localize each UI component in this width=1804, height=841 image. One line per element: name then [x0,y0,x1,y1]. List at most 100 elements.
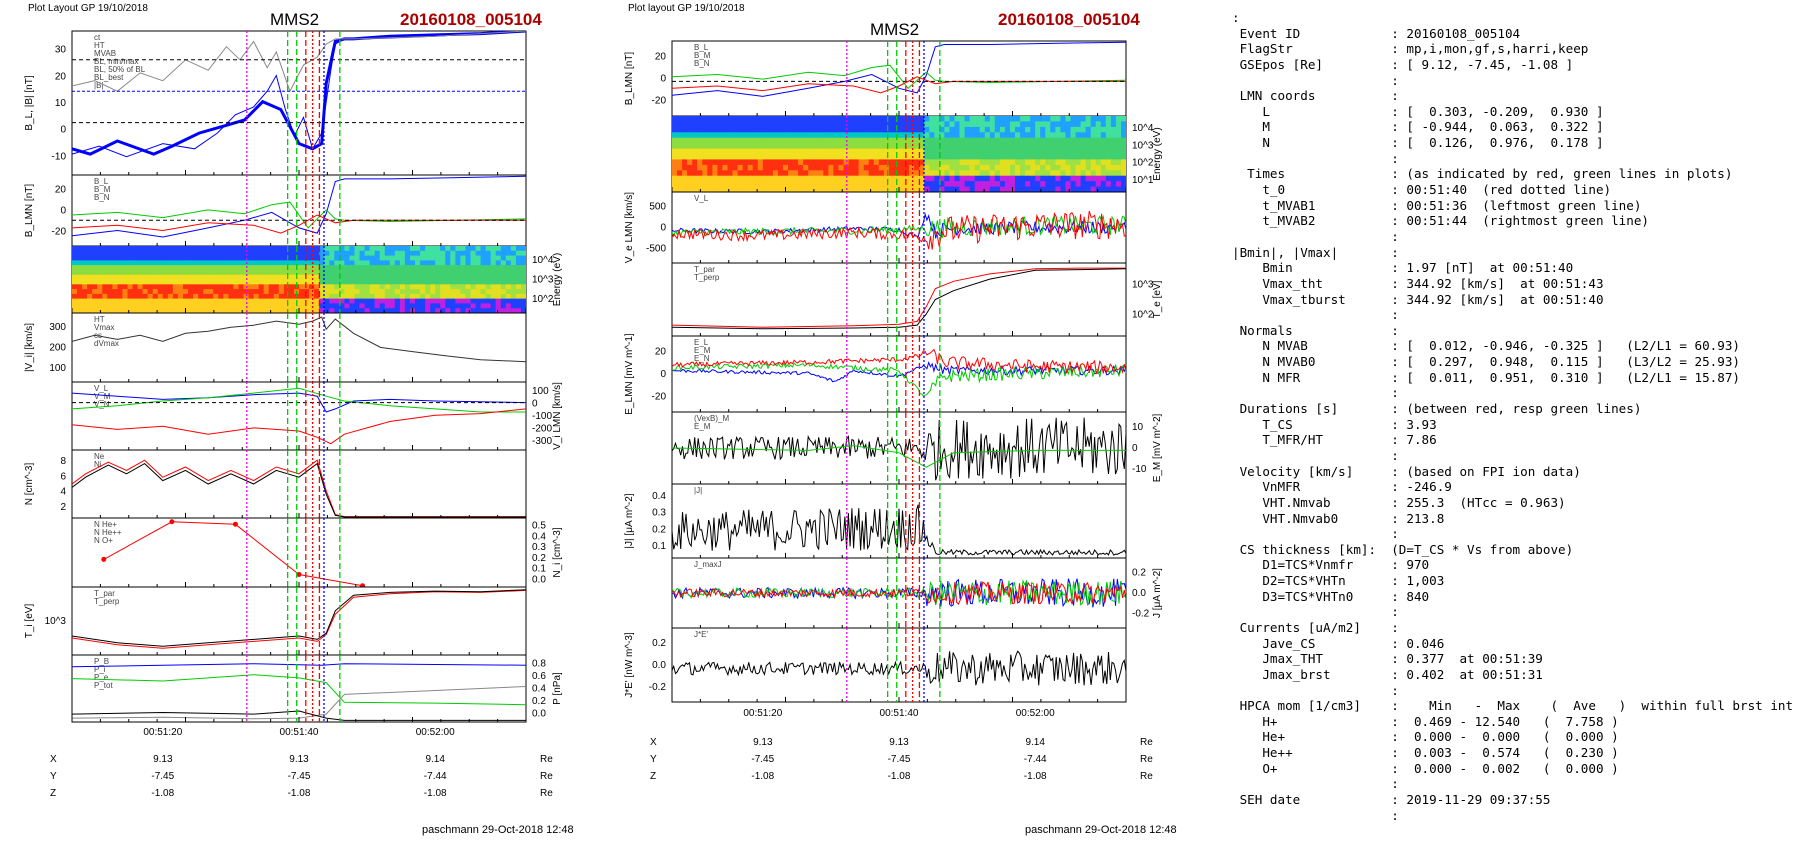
heatmap-cell [742,116,749,122]
y-tick-label: 0.4 [652,491,666,502]
heatmap-cell [742,132,749,139]
heatmap-cell [455,265,461,271]
heatmap-cell [122,298,128,304]
heatmap-cell [460,250,466,257]
heatmap-cell [299,260,305,266]
heatmap-cell [1110,143,1117,150]
heatmap-cell [369,255,376,261]
heatmap-cell [364,308,371,313]
heatmap-cell [682,170,688,177]
heatmap-cell [218,298,224,304]
heatmap-cell [964,137,971,144]
heatmap-cell [692,164,698,171]
heatmap-cell [853,137,860,144]
heatmap-cell [672,132,678,139]
heatmap-cell [1025,175,1031,182]
heatmap-cell [510,303,517,309]
heatmap-cell [495,255,502,261]
y-tick-label: 0.4 [532,684,546,695]
heatmap-cell [843,132,850,139]
heatmap-cell [389,289,396,295]
ephemeris-value: -7.45 [151,771,174,782]
heatmap-cell [238,265,245,271]
heatmap-cell [374,289,381,295]
heatmap-cell [152,298,159,304]
heatmap-cell [203,265,209,271]
heatmap-cell [450,284,456,290]
heatmap-cell [788,126,794,133]
heatmap-cell [1065,154,1072,160]
heatmap-cell [808,116,814,122]
heatmap-cell [122,274,128,281]
heatmap-cell [87,293,93,300]
heatmap-cell [203,274,209,281]
heatmap-cell [878,159,885,166]
heatmap-cell [349,260,355,266]
heatmap-cell [969,132,976,139]
heatmap-cell [521,293,526,300]
heatmap-cell [440,293,446,300]
heatmap-cell [969,143,976,150]
heatmap-cell [485,255,492,261]
heatmap-cell [304,308,310,313]
heatmap-cell [102,246,108,252]
heatmap-cell [1015,116,1021,122]
heatmap-cell [777,154,784,160]
ephemeris-unit: Re [1140,754,1153,765]
heatmap-cell [490,284,497,290]
heatmap-cell [177,289,184,295]
heatmap-cell [394,289,401,295]
heatmap-cell [188,265,194,271]
heatmap-cell [1065,116,1072,122]
heatmap-cell [278,293,285,300]
heatmap-cell [1055,154,1061,160]
heatmap-cell [394,308,401,313]
series-marker [232,521,238,527]
heatmap-cell [339,274,345,281]
heatmap-cell [127,255,134,261]
legend-entry: T_par [694,265,715,274]
heatmap-cell [682,116,688,122]
heatmap-cell [818,126,824,133]
heatmap-cell [1095,126,1102,133]
heatmap-cell [470,289,477,295]
heatmap-cell [888,148,895,155]
heatmap-cell [838,132,845,139]
heatmap-cell [818,186,824,192]
heatmap-cell [1035,137,1041,144]
series-line-t-par [672,267,1126,328]
heatmap-cell [273,289,280,295]
heatmap-cell [147,250,154,257]
heatmap-cell [772,126,779,133]
heatmap-cell [853,126,860,133]
heatmap-cell [445,274,451,281]
heatmap-cell [682,175,688,182]
heatmap-cell [757,143,764,150]
ephemeris-value: -1.08 [1024,771,1047,782]
heatmap-cell [878,126,885,133]
heatmap-cell [183,246,189,252]
heatmap-cell [223,298,229,304]
heatmap-cell [415,265,421,271]
heatmap-cell [410,293,416,300]
heatmap-cell [238,274,245,281]
heatmap-cell [702,181,708,188]
heatmap-cell [283,303,290,309]
heatmap-cell [1105,186,1112,192]
ephemeris-unit: Re [1140,737,1153,748]
heatmap-cell [268,269,275,276]
heatmap-cell [1050,121,1056,128]
heatmap-cell [329,255,335,261]
heatmap-cell [999,116,1006,122]
heatmap-cell [757,164,764,171]
heatmap-cell [319,308,325,313]
heatmap-cell [808,154,814,160]
heatmap-cell [334,265,340,271]
heatmap-cell [188,279,194,285]
heatmap-cell [137,255,144,261]
heatmap-cell [500,293,507,300]
ephemeris-unit: Re [540,788,553,799]
heatmap-cell [813,186,819,192]
heatmap-cell [198,265,204,271]
heatmap-cell [838,116,845,122]
